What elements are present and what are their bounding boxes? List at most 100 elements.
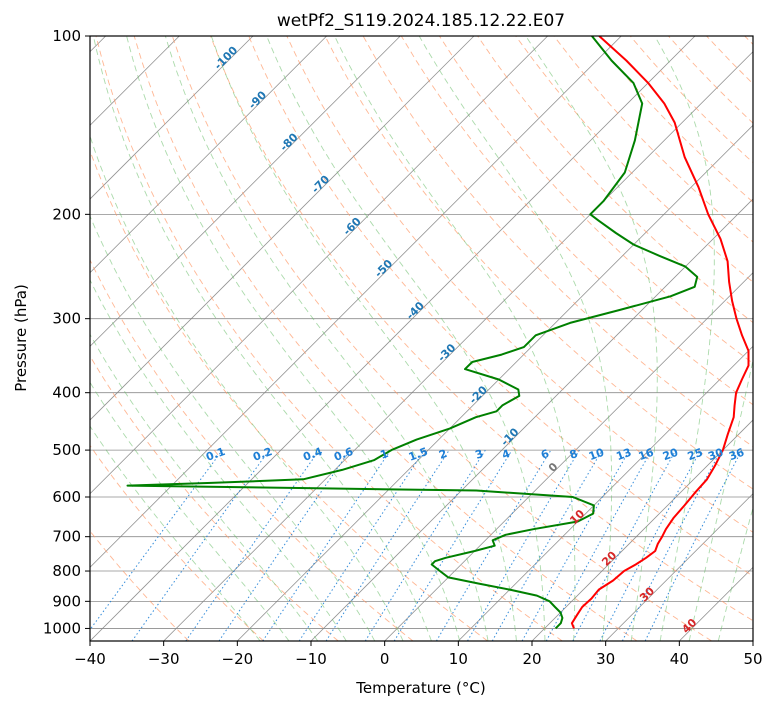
y-tick-label: 400 [52,384,81,402]
isotherm-line [90,36,622,568]
dry-adiabat [324,36,753,490]
isotherm-label: 20 [599,548,619,568]
dry-adiabat [744,36,753,46]
mixing-ratio-label: 0.1 [204,445,227,464]
dry-adiabat [591,36,753,203]
mixing-ratio-label: 10 [587,446,606,464]
temperature-profile-line [570,36,750,629]
dry-adiabat [171,36,712,641]
mixing-ratio-label: 0.2 [251,445,274,464]
mixing-ratio-line [298,449,425,641]
dry-adiabat [133,36,638,641]
mixing-ratio-label: 0.6 [332,445,355,464]
dry-adiabat [210,36,753,622]
mixing-ratio-label: 20 [661,446,680,464]
mixing-ratio-line [545,449,653,641]
mixing-ratio-line [467,449,580,641]
mixing-ratio-label: 1.5 [407,445,430,464]
moist-adiabat [418,36,613,641]
y-tick-label: 1000 [43,619,81,637]
dry-adiabat [90,355,339,641]
y-axis-label: Pressure (hPa) [12,284,30,392]
x-tick-label: −10 [295,650,327,668]
mixing-ratio-label: 0.4 [301,445,324,464]
y-tick-label: 500 [52,441,81,459]
mixing-ratio-label: 13 [614,446,633,463]
moist-adiabat [688,358,753,641]
dry-adiabat [286,36,753,533]
isotherm-line [531,419,753,641]
mixing-ratio-line [131,449,270,641]
x-tick-label: 10 [449,650,468,668]
x-tick-label: 20 [522,650,541,668]
mixing-ratio-label: 3 [474,447,486,462]
background-lines [90,36,753,641]
mixing-ratio-label: 1 [379,447,391,462]
chart-title: wetPf2_S119.2024.185.12.22.E07 [277,11,565,31]
dry-adiabat [90,149,488,641]
y-tick-label: 800 [52,562,81,580]
dry-adiabat [248,36,753,577]
moist-adiabat [164,36,489,641]
mixing-ratio-label: 25 [686,446,705,463]
isotherm-label: -100 [212,43,241,72]
mixing-ratio-line [90,449,223,631]
isotherm-label: -60 [341,215,364,238]
isotherm-line [90,36,475,421]
profile-lines [126,36,750,630]
isotherm-line [752,640,753,641]
dry-adiabat [477,36,753,324]
dry-adiabat [515,36,753,283]
moist-adiabat [126,36,461,641]
y-tick-label: 100 [52,27,81,45]
moist-adiabat [90,134,404,641]
mixing-ratio-line [393,449,513,641]
dry-adiabat [95,36,563,641]
isotherm-label: -50 [372,257,395,280]
y-tick-label: 700 [52,528,81,546]
mixing-ratio-label: 6 [539,447,551,462]
isotherm-label: -70 [309,173,332,196]
isotherm-line [90,36,401,347]
isotherm-line [679,566,753,641]
dry-adiabat [706,36,753,85]
y-axis: 100 200 300 400 500 600 700 800 900 1000 [43,27,90,637]
y-tick-label: 900 [52,592,81,610]
isotherm-line [310,198,753,641]
mixing-ratio-label: 16 [637,446,656,464]
isotherm-label: 10 [567,507,587,527]
x-tick-label: 0 [380,650,390,668]
mixing-ratio-line [262,449,392,641]
y-tick-label: 300 [52,310,81,328]
x-tick-label: −30 [148,650,180,668]
isotherm-line [384,272,753,641]
dewpoint-profile-line [126,36,699,630]
mixing-ratio-line [218,449,351,641]
mixing-ratio-label: 8 [568,447,580,462]
y-tick-label: 200 [52,205,81,223]
isotherm-line [90,36,696,641]
mixing-ratio-label: 4 [500,447,512,462]
dry-adiabat [90,444,264,641]
mixing-ratio-label: 30 [706,446,725,464]
isotherm-line [90,36,254,200]
moist-adiabat [92,36,432,641]
isotherm-label: -10 [498,425,521,448]
moist-adiabat [210,36,517,641]
isotherm-line [605,493,753,641]
dry-adiabat [90,258,414,641]
x-tick-label: −20 [222,650,254,668]
mixing-ratio-line [572,449,677,641]
x-tick-label: −40 [74,650,106,668]
moist-adiabat [90,215,376,641]
y-tick-label: 600 [52,488,81,506]
dry-adiabat [668,36,753,124]
moist-adiabat [525,36,658,641]
isotherm-line [90,36,327,274]
isotherm-label: 40 [679,616,699,636]
x-axis: −40 −30 −20 −10 0 10 20 30 40 50 [74,641,763,668]
mixing-ratio-line [521,449,630,641]
mixing-ratio-line [599,449,701,641]
mixing-ratio-line [325,449,450,641]
